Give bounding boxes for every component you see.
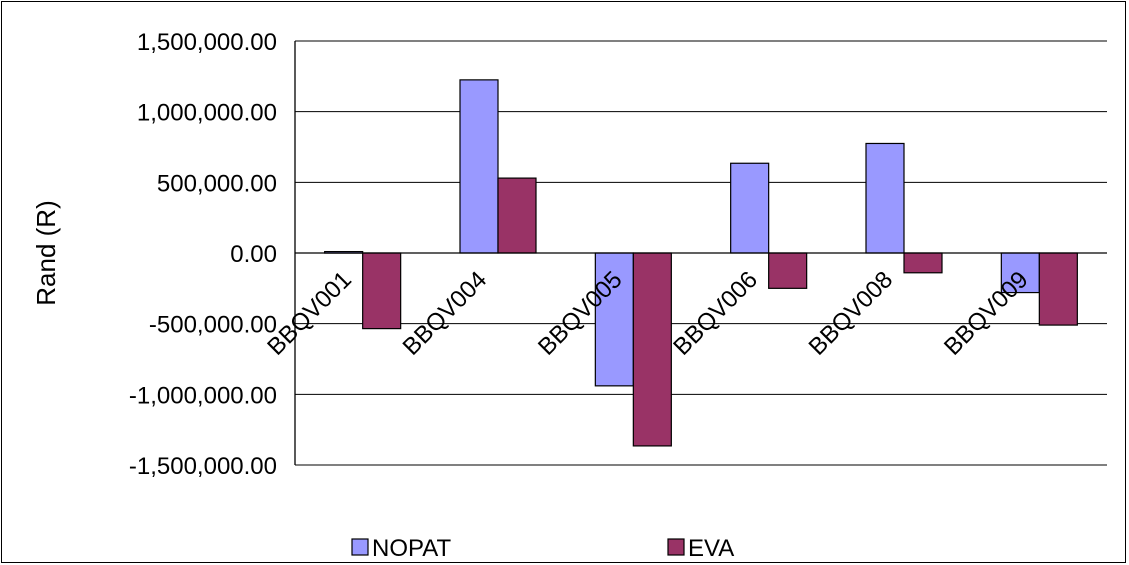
x-category-label: BBQV008 [804,266,899,361]
bar-eva-bbqv004 [497,177,537,254]
y-tick-label: 1,500,000.00 [137,29,277,56]
x-category-label: BBQV004 [398,266,493,361]
legend-label-eva: EVA [688,535,734,562]
bars [324,79,1078,447]
bar-eva-bbqv006 [768,252,808,289]
y-tick-label: -1,000,000.00 [129,382,277,409]
bar-eva-bbqv001 [362,252,402,330]
y-tick-label: 500,000.00 [157,170,277,197]
legend-swatch-nopat [351,538,369,556]
gridlines [295,40,1107,466]
y-axis-tick-labels: 1,500,000.00 1,000,000.00 500,000.00 0.00 -5… [129,29,277,480]
y-tick-label: 0.00 [230,241,277,268]
y-tick-label: -1,500,000.00 [129,453,277,480]
bar-eva-bbqv009 [1038,252,1078,326]
bar-nopat-bbqv004 [459,79,499,254]
x-category-label: BBQV009 [939,266,1034,361]
legend: NOPAT EVA [351,535,734,562]
x-category-label: BBQV006 [668,266,763,361]
bar-nopat-bbqv008 [865,142,905,254]
bar-eva-bbqv008 [903,252,943,274]
bar-nopat-bbqv006 [730,162,770,254]
y-tick-label: 1,000,000.00 [137,100,277,127]
bar-eva-bbqv005 [632,252,672,447]
y-tick-label: -500,000.00 [149,312,277,339]
legend-swatch-eva [667,538,685,556]
legend-label-nopat: NOPAT [372,535,451,562]
bar-nopat-bbqv009 [1000,252,1040,294]
y-axis-title: Rand (R) [31,200,61,305]
